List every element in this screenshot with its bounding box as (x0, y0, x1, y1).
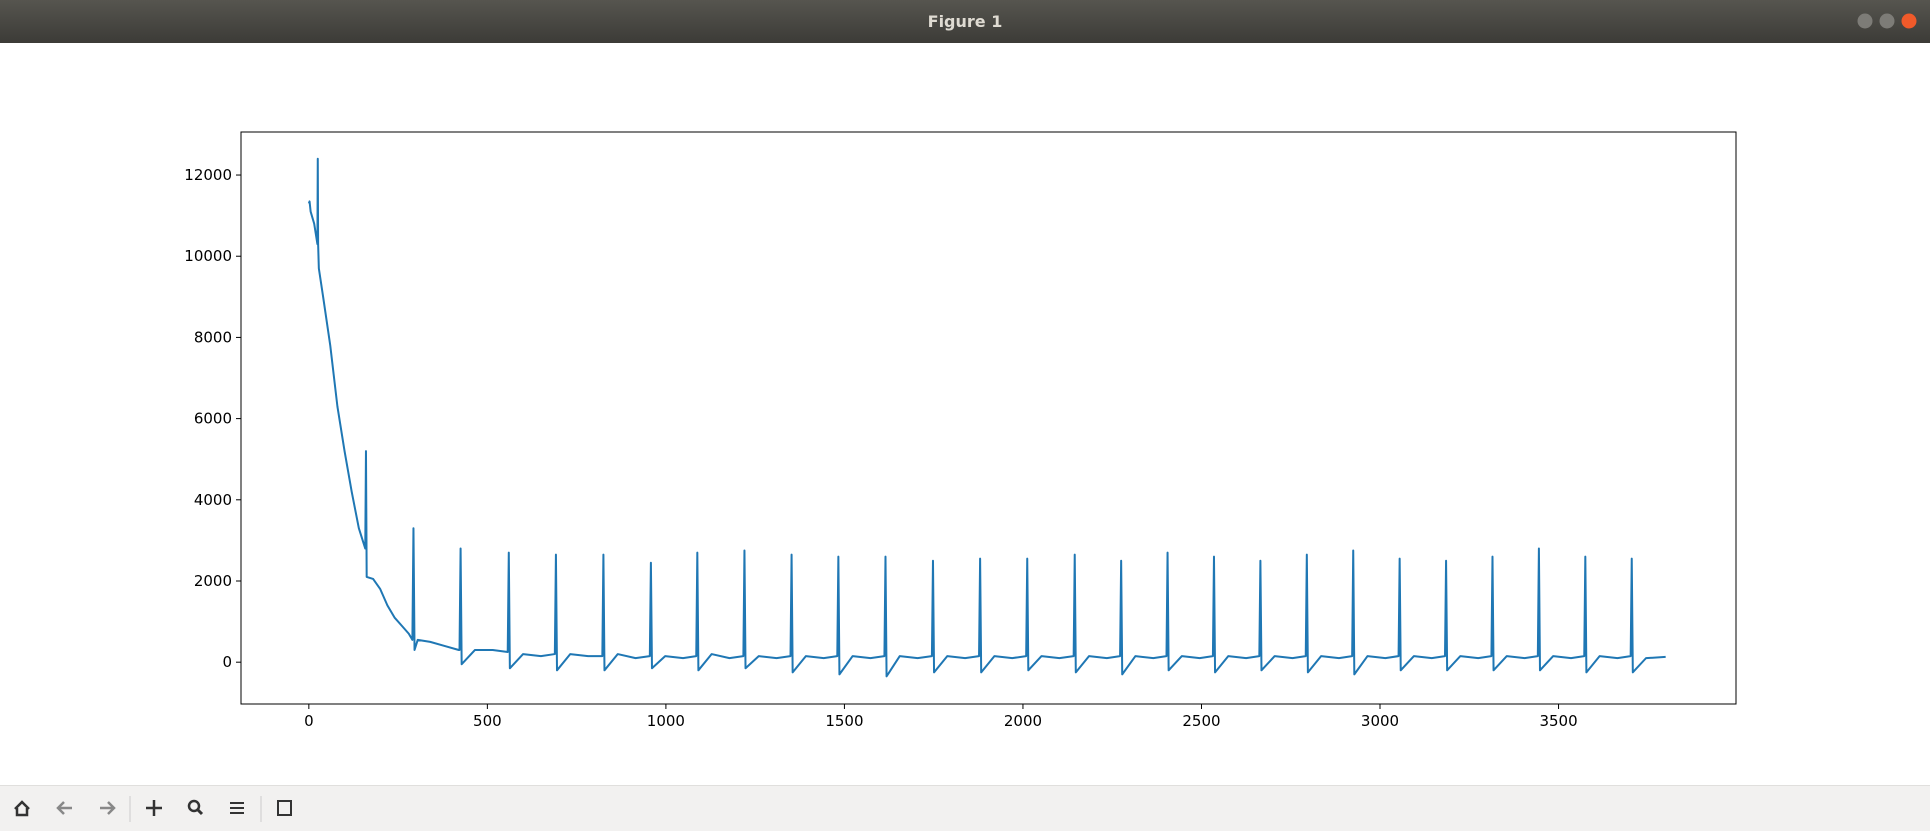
y-tick-label: 4000 (194, 491, 232, 509)
toolbar-icons (14, 796, 292, 822)
zoom-button[interactable] (187, 799, 204, 816)
toolbar (0, 785, 1930, 831)
x-tick-label: 1500 (825, 712, 863, 730)
back-button[interactable] (56, 801, 72, 815)
y-tick-label: 10000 (184, 247, 232, 265)
x-tick-label: 2500 (1182, 712, 1220, 730)
save-button[interactable] (277, 800, 292, 816)
x-tick-label: 500 (473, 712, 502, 730)
y-tick-label: 6000 (194, 410, 232, 428)
chart: 0 2000 4000 6000 8000 10000 12000 0 500 1000 1500 2… (184, 131, 1737, 730)
pan-button[interactable] (146, 800, 162, 816)
x-tick-label: 2000 (1004, 712, 1042, 730)
forward-button[interactable] (100, 801, 116, 815)
data-line (307, 157, 1666, 678)
window-controls (1857, 13, 1917, 29)
y-tick-label: 2000 (194, 572, 232, 590)
x-tick-label: 3000 (1361, 712, 1399, 730)
y-tick-label: 12000 (184, 166, 232, 184)
y-tick-label: 0 (222, 653, 232, 671)
minimize-button[interactable] (1857, 13, 1873, 29)
configure-button[interactable] (230, 802, 244, 814)
window-title: Figure 1 (927, 12, 1003, 31)
x-tick-label: 1000 (647, 712, 685, 730)
y-tick-label: 8000 (194, 328, 232, 346)
close-button[interactable] (1901, 13, 1917, 29)
plot-frame (240, 131, 1737, 705)
maximize-button[interactable] (1879, 13, 1895, 29)
title-bar: Figure 1 (0, 0, 1930, 43)
x-tick-label: 0 (304, 712, 314, 730)
x-tick-label: 3500 (1539, 712, 1577, 730)
home-button[interactable] (14, 800, 30, 817)
